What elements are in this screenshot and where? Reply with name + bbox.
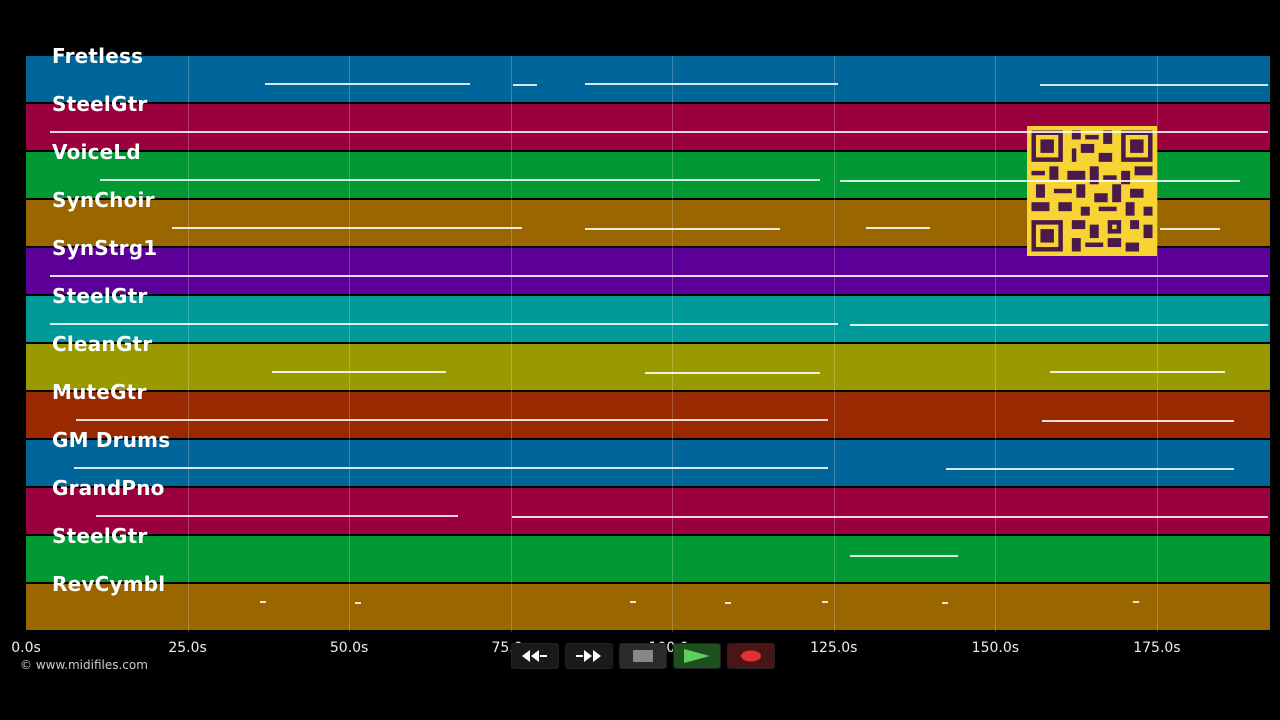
note-stroke bbox=[96, 515, 458, 517]
track-label: SteelGtr bbox=[52, 524, 148, 548]
track-lane bbox=[26, 488, 1270, 534]
note-stroke bbox=[645, 372, 820, 374]
note-stroke bbox=[585, 228, 780, 230]
note-stroke bbox=[630, 601, 636, 603]
stop-icon bbox=[633, 650, 653, 662]
rewind-button[interactable] bbox=[511, 643, 559, 669]
note-stroke bbox=[585, 83, 838, 85]
record-button[interactable] bbox=[727, 643, 775, 669]
grid-line bbox=[349, 56, 351, 632]
grid-line bbox=[1156, 56, 1158, 632]
note-stroke bbox=[50, 131, 1268, 133]
note-stroke bbox=[946, 468, 1234, 470]
note-stroke bbox=[513, 84, 537, 86]
track-lane bbox=[26, 344, 1270, 390]
note-stroke bbox=[50, 275, 1268, 277]
note-stroke bbox=[850, 324, 1268, 326]
note-stroke bbox=[260, 601, 266, 603]
grid-line bbox=[187, 56, 189, 632]
time-tick-label: 150.0s bbox=[971, 640, 1020, 656]
note-stroke bbox=[1160, 228, 1220, 230]
track-label: SteelGtr bbox=[52, 284, 148, 308]
note-stroke bbox=[866, 227, 930, 229]
time-tick-label: 50.0s bbox=[329, 640, 369, 656]
note-stroke bbox=[1050, 371, 1225, 373]
track-label: CleanGtr bbox=[52, 332, 153, 356]
play-icon bbox=[684, 649, 710, 663]
track-label: SynStrg1 bbox=[52, 236, 158, 260]
note-stroke bbox=[265, 83, 470, 85]
track-label: SteelGtr bbox=[52, 92, 148, 116]
fast-forward-icon bbox=[576, 650, 601, 662]
grid-line bbox=[510, 56, 512, 632]
time-tick-label: 175.0s bbox=[1133, 640, 1181, 656]
grid-line bbox=[833, 56, 835, 632]
note-stroke bbox=[840, 180, 1240, 182]
grid-line bbox=[995, 56, 997, 632]
note-stroke bbox=[1133, 601, 1139, 603]
record-icon bbox=[741, 650, 761, 662]
rewind-icon bbox=[522, 650, 547, 662]
time-tick-label: 25.0s bbox=[168, 640, 207, 656]
track-label: GM Drums bbox=[52, 428, 171, 452]
note-stroke bbox=[50, 323, 838, 325]
stop-button[interactable] bbox=[619, 643, 667, 669]
track-lane bbox=[26, 56, 1270, 102]
time-tick-label: 125.0s bbox=[810, 640, 858, 656]
note-stroke bbox=[355, 602, 361, 604]
track-lane bbox=[26, 440, 1270, 486]
transport-controls bbox=[511, 643, 775, 669]
track-lane bbox=[26, 392, 1270, 438]
track-lane bbox=[26, 296, 1270, 342]
note-stroke bbox=[100, 179, 820, 181]
copyright-text: © www.midifiles.com bbox=[20, 658, 148, 672]
qr-code-image bbox=[1031, 130, 1153, 252]
track-label: MuteGtr bbox=[52, 380, 147, 404]
fast-forward-button[interactable] bbox=[565, 643, 613, 669]
note-stroke bbox=[172, 227, 522, 229]
note-stroke bbox=[725, 602, 731, 604]
note-stroke bbox=[76, 419, 828, 421]
note-stroke bbox=[272, 371, 446, 373]
note-stroke bbox=[1040, 84, 1268, 86]
qr-code bbox=[1027, 126, 1157, 256]
track-lane bbox=[26, 536, 1270, 582]
track-label: Fretless bbox=[52, 44, 144, 68]
track-label: GrandPno bbox=[52, 476, 165, 500]
track-label: RevCymbl bbox=[52, 572, 166, 596]
note-stroke bbox=[74, 467, 828, 469]
grid-line bbox=[672, 56, 674, 632]
play-button[interactable] bbox=[673, 643, 721, 669]
note-stroke bbox=[1042, 420, 1234, 422]
note-stroke bbox=[850, 555, 958, 557]
note-stroke bbox=[512, 516, 1268, 518]
time-tick-label: 0.0s bbox=[11, 640, 41, 656]
track-label: SynChoir bbox=[52, 188, 155, 212]
track-label: VoiceLd bbox=[52, 140, 141, 164]
track-lane bbox=[26, 584, 1270, 630]
note-stroke bbox=[942, 602, 948, 604]
note-stroke bbox=[822, 601, 828, 603]
